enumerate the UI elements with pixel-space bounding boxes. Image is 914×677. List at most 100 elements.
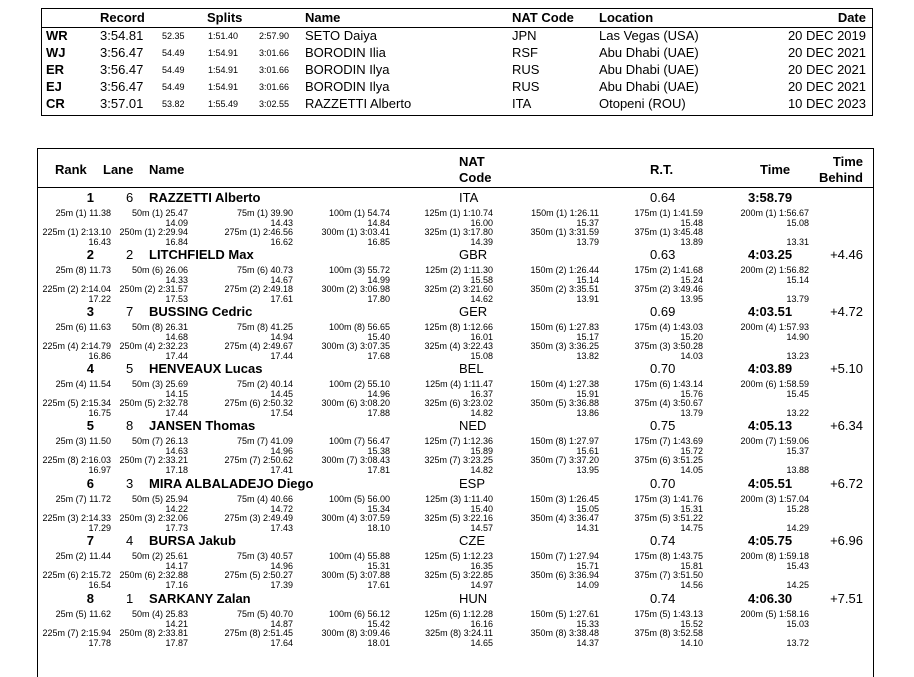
split-increment: 18.10: [367, 523, 390, 533]
split-cell: 375m (6) 3:51.25 14.05: [593, 455, 703, 475]
lane: 8: [126, 418, 134, 433]
split-cell: 150m (6) 1:27.83 15.17: [489, 322, 599, 342]
split-distance-time: 375m (1) 3:45.48: [634, 227, 703, 237]
split-distance-time: 125m (7) 1:12.36: [424, 436, 493, 446]
split-distance-time: 225m (4) 2:14.79: [42, 341, 111, 351]
split-cell: 50m (6) 26.06 14.33: [78, 265, 188, 285]
split-distance-time: 125m (5) 1:12.23: [424, 551, 493, 561]
split-increment: 15.24: [680, 275, 703, 285]
split-cell: 375m (2) 3:49.46 13.95: [593, 284, 703, 304]
split-increment: 15.08: [470, 351, 493, 361]
split-increment: 14.65: [470, 638, 493, 648]
split-cell: 375m (4) 3:50.67 13.79: [593, 398, 703, 418]
nat-code: ITA: [459, 190, 479, 205]
split-increment: 14.21: [165, 619, 188, 629]
split-cell: 275m (6) 2:50.32 17.54: [183, 398, 293, 418]
split-increment: 14.15: [165, 389, 188, 399]
record-time: 3:54.81: [100, 28, 144, 43]
lane: 7: [126, 304, 134, 319]
record-split-100: 1:54.91: [208, 65, 239, 75]
split-cell: 100m (4) 55.88 15.31: [280, 551, 390, 571]
split-increment: 14.63: [165, 446, 188, 456]
reaction-time: 0.63: [650, 247, 676, 262]
split-distance-time: 150m (3) 1:26.45: [530, 494, 599, 504]
split-cell: 25m (2) 11.44: [1, 551, 111, 561]
split-increment: 15.76: [680, 389, 703, 399]
split-distance-time: 75m (1) 39.90: [236, 208, 293, 218]
split-increment: 13.79: [680, 408, 703, 418]
record-split-100: 1:55.49: [208, 99, 239, 109]
split-increment: 16.37: [470, 389, 493, 399]
split-cell: 125m (5) 1:12.23 16.35: [383, 551, 493, 571]
split-cell: 125m (6) 1:12.28 16.16: [383, 609, 493, 629]
split-cell: 150m (5) 1:27.61 15.33: [489, 609, 599, 629]
split-increment: 17.87: [165, 638, 188, 648]
record-split-100: 1:54.91: [208, 82, 239, 92]
swimmer-main-line: 5 8 JANSEN Thomas NED 0.75 4:05.13 +6.34: [38, 418, 873, 435]
record-name: BORODIN Ilya: [305, 79, 390, 94]
record-nat: ITA: [512, 96, 532, 111]
record-time: 3:56.47: [100, 45, 144, 60]
split-increment: 13.22: [786, 408, 809, 418]
split-cell: 50m (5) 25.94 14.22: [78, 494, 188, 514]
split-distance-time: 100m (6) 56.12: [328, 609, 390, 619]
split-distance-time: 250m (5) 2:32.78: [119, 398, 188, 408]
split-increment: 15.72: [680, 446, 703, 456]
record-row: WR 3:54.81 52.35 1:51.40 2:57.90 SETO Daiya JP…: [42, 28, 872, 45]
record-code: WR: [46, 28, 68, 43]
split-increment: 16.75: [88, 408, 111, 418]
split-increment: 14.05: [680, 465, 703, 475]
split-distance-time: 250m (6) 2:32.88: [119, 570, 188, 580]
split-distance-time: 75m (7) 41.09: [236, 436, 293, 446]
split-cell: 350m (3) 3:36.25 13.82: [489, 341, 599, 361]
split-distance-time: 50m (8) 26.31: [131, 322, 188, 332]
record-date: 20 DEC 2019: [787, 28, 866, 43]
split-distance-time: 75m (8) 41.25: [236, 322, 293, 332]
swimmer-name: MIRA ALBALADEJO Diego: [149, 476, 314, 491]
final-time: 4:05.75: [748, 533, 793, 548]
split-increment: 15.33: [576, 619, 599, 629]
swimmer-name: BUSSING Cedric: [149, 304, 253, 319]
record-split-150: 3:01.66: [259, 82, 290, 92]
split-distance-time: 275m (3) 2:49.49: [224, 513, 293, 523]
split-cell: 225m (3) 2:14.33 17.29: [1, 513, 111, 533]
split-distance-time: 375m (4) 3:50.67: [634, 398, 703, 408]
code-header: Code: [459, 170, 492, 185]
reaction-time: 0.75: [650, 418, 676, 433]
split-distance-time: 75m (4) 40.66: [236, 494, 293, 504]
split-distance-time: 225m (2) 2:14.04: [42, 284, 111, 294]
location-header: Location: [599, 10, 654, 25]
swimmer-row: 3 7 BUSSING Cedric GER 0.69 4:03.51 +4.72 25m (…: [38, 304, 873, 361]
split-distance-time: 100m (3) 55.72: [328, 265, 390, 275]
split-distance-time: 50m (4) 25.83: [131, 609, 188, 619]
rank: 3: [86, 304, 94, 319]
split-distance-time: 200m (4) 1:57.93: [740, 322, 809, 332]
split-cell: 350m (5) 3:36.88 13.86: [489, 398, 599, 418]
split-cell: 325m (6) 3:23.02 14.82: [383, 398, 493, 418]
record-split-50: 54.49: [162, 48, 185, 58]
split-cell: 100m (7) 56.47 15.38: [280, 436, 390, 456]
split-increment: 15.58: [470, 275, 493, 285]
split-cell: 350m (6) 3:36.94 14.09: [489, 570, 599, 590]
rank: 6: [86, 476, 94, 491]
split-increment: 14.22: [165, 504, 188, 514]
split-cell: 150m (8) 1:27.97 15.61: [489, 436, 599, 456]
split-cell: 275m (4) 2:49.67 17.44: [183, 341, 293, 361]
split-increment: 16.86: [88, 351, 111, 361]
record-split-150: 3:01.66: [259, 48, 290, 58]
time-behind: +6.72: [830, 476, 863, 491]
record-split-150: 3:01.66: [259, 65, 290, 75]
split-cell: 350m (1) 3:31.59 13.79: [489, 227, 599, 247]
split-increment: 14.90: [786, 332, 809, 342]
split-distance-time: 275m (2) 2:49.18: [224, 284, 293, 294]
nat-code: CZE: [459, 533, 485, 548]
split-cell: 125m (7) 1:12.36 15.89: [383, 436, 493, 456]
split-cell: 325m (5) 3:22.16 14.57: [383, 513, 493, 533]
split-cell: 375m (7) 3:51.50 14.56: [593, 570, 703, 590]
split-distance-time: 300m (6) 3:08.20: [321, 398, 390, 408]
split-cell: 50m (2) 25.61 14.17: [78, 551, 188, 571]
split-cell: 225m (4) 2:14.79 16.86: [1, 341, 111, 361]
split-distance-time: 50m (1) 25.47: [131, 208, 188, 218]
split-increment: 17.81: [367, 465, 390, 475]
split-increment: 15.52: [680, 619, 703, 629]
